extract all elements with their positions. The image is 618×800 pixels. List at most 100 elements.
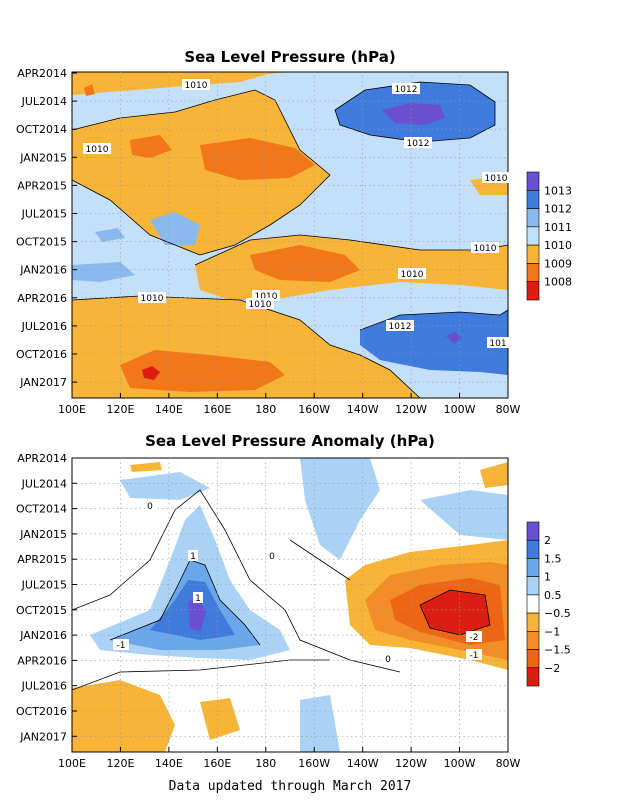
y-tick-label: JUL2015 [21, 579, 67, 592]
contour-label: 1010 [401, 270, 424, 280]
x-tick-label: 140E [155, 757, 183, 770]
pos-bottom [300, 695, 340, 752]
panel2-title: Sea Level Pressure Anomaly (hPa) [145, 432, 435, 450]
y-tick-label: OCT2014 [16, 123, 67, 136]
band-1008-a [200, 138, 315, 180]
colorbar-swatch [526, 263, 540, 283]
panel2-y-ticks: APR2014 JUL2014 OCT2014 JAN2015 APR2015 JUL20… [16, 452, 77, 743]
x-tick-label: 160E [203, 403, 231, 416]
contour-label-bg [383, 653, 393, 664]
y-tick-label: OCT2015 [16, 604, 67, 617]
x-tick-label: 160W [298, 757, 330, 770]
x-tick-label: 120E [106, 757, 134, 770]
contour-label-bg [246, 298, 274, 309]
band-1009-west [72, 72, 290, 95]
y-tick-label: APR2015 [17, 179, 67, 192]
colorbar-swatch [526, 649, 540, 669]
contour-label-bg [466, 649, 482, 660]
neg-ne [480, 462, 508, 488]
contour-label-bg [138, 292, 166, 303]
colorbar-swatch [526, 631, 540, 650]
panel1-colorbar: 1013 1012 1011 1010 1009 1008 [526, 171, 572, 301]
colorbar-swatch [526, 281, 540, 301]
panel1-frame [71, 71, 509, 399]
y-tick-label: JAN2017 [19, 376, 67, 389]
x-tick-label: 180 [255, 757, 276, 770]
colorbar-label: 1013 [544, 184, 572, 197]
y-tick-label: JAN2015 [19, 151, 67, 164]
x-tick-label: 120W [395, 757, 427, 770]
panel1-title: Sea Level Pressure (hPa) [184, 48, 395, 66]
contour-label-bg [188, 550, 198, 561]
contour-neg2 [419, 589, 491, 636]
x-tick-label: 140W [347, 403, 379, 416]
contour-label: 1012 [407, 139, 430, 149]
contour-label: 0 [269, 552, 275, 562]
x-tick-label: 180 [255, 403, 276, 416]
x-tick-label: 140E [155, 403, 183, 416]
contour-label-bg [145, 500, 155, 511]
x-tick-label: 100E [58, 403, 86, 416]
contour-label: -2 [470, 633, 479, 643]
panel1-contour-field [72, 72, 508, 398]
contour-label-bg [182, 79, 210, 90]
colorbar-swatch [526, 208, 540, 228]
contour-label-bg [193, 592, 203, 603]
colorbar-label: −1.5 [544, 644, 571, 657]
band-1012-west-c [95, 228, 125, 242]
contour-label: 1010 [86, 145, 109, 155]
colorbar-label: 1009 [544, 257, 572, 270]
contour-1 [109, 559, 261, 646]
neg-east-2 [420, 590, 490, 635]
colorbar-swatch [526, 539, 540, 559]
colorbar-label: −2 [544, 662, 560, 675]
contour-label-bg [83, 143, 111, 154]
contour-label: -1 [117, 641, 126, 651]
contour-label-bg [466, 631, 482, 642]
colorbar-label: 1010 [544, 239, 572, 252]
colorbar-label: 2 [544, 534, 551, 547]
contour-label: -1 [470, 651, 479, 661]
colorbar-label: 0.5 [544, 589, 562, 602]
contour-label: 1010 [485, 174, 508, 184]
colorbar-swatch [526, 558, 540, 577]
band-1008-b [130, 135, 172, 158]
contour-0-b [72, 659, 330, 691]
colorbar-label: 1.5 [544, 552, 562, 565]
panel2-colorbar: 2 1.5 1 0.5 −0.5 −1 −1.5 −2 [526, 521, 571, 687]
neg-sw [72, 680, 175, 752]
y-tick-label: OCT2016 [16, 348, 67, 361]
contour-label-bg [398, 268, 426, 279]
x-tick-label: 80W [496, 403, 521, 416]
y-tick-label: APR2016 [17, 654, 67, 667]
colorbar-swatch [526, 667, 540, 687]
y-tick-label: APR2014 [17, 67, 67, 80]
low-core [142, 366, 160, 380]
y-tick-label: OCT2016 [16, 705, 67, 718]
colorbar-label: −1 [544, 625, 560, 638]
colorbar-label: 1 [544, 571, 551, 584]
y-tick-label: JAN2017 [19, 730, 67, 743]
y-tick-label: APR2014 [17, 452, 67, 465]
x-tick-label: 100E [58, 757, 86, 770]
band-1012-west-a [150, 212, 200, 245]
x-tick-label: 80W [496, 757, 521, 770]
colorbar-label: 1011 [544, 221, 572, 234]
y-tick-label: APR2015 [17, 553, 67, 566]
panel2-frame [71, 457, 509, 753]
band-1012-west-b [72, 262, 135, 282]
y-tick-label: OCT2014 [16, 503, 67, 516]
band-1008-d [120, 350, 285, 392]
x-tick-label: 120W [395, 403, 427, 416]
high-core-1 [382, 103, 445, 125]
colorbar-swatch [526, 576, 540, 596]
colorbar-swatch [526, 594, 540, 614]
contour-label-bg [267, 550, 277, 561]
colorbar-swatch [526, 244, 540, 264]
colorbar-swatch [526, 226, 540, 246]
contour-label-bg [404, 137, 432, 148]
x-tick-label: 120E [106, 403, 134, 416]
pos-core-2 [188, 596, 206, 632]
